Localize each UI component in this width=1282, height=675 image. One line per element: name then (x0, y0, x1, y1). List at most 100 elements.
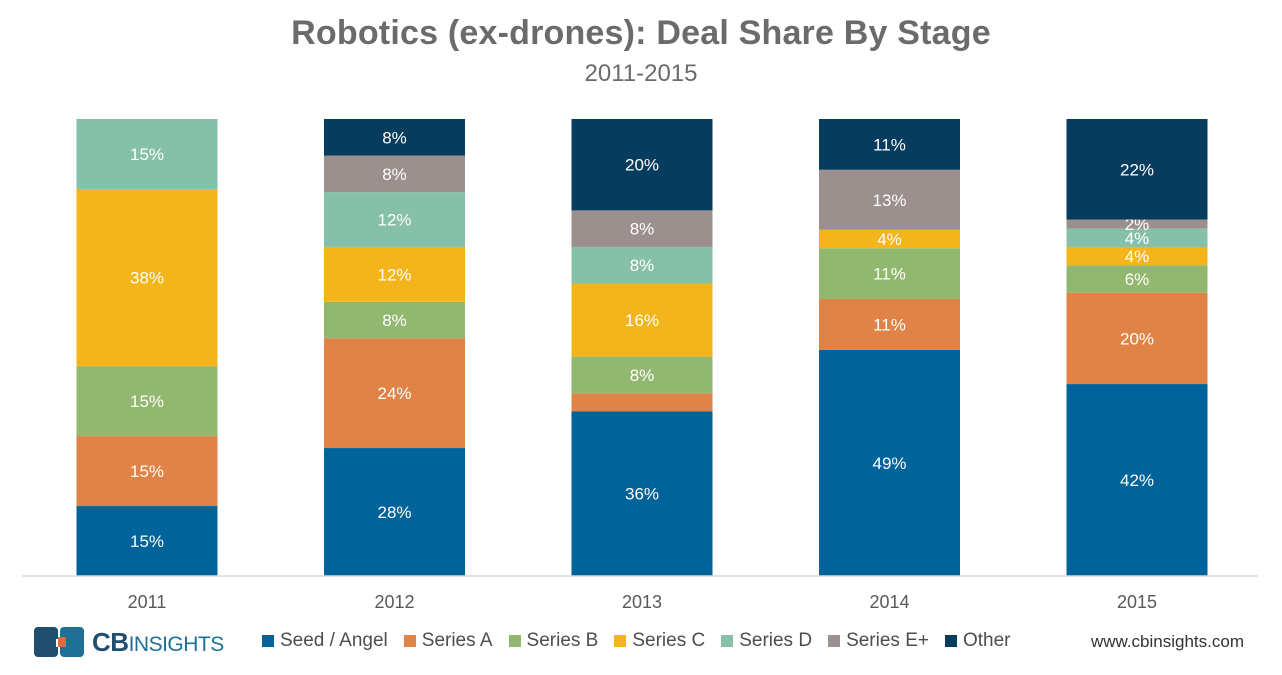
stacked-bar-chart: 15% 15% 15% 38% 15% 28% 24% 8% 12% 12% 8% 8% 36% 8% 16… (22, 119, 1258, 612)
data-label-2013-series-b: 8% (630, 366, 655, 385)
cb-insights-logo: CBINSIGHTS (34, 624, 224, 660)
bar-2014-series-a (819, 299, 960, 350)
data-label-2013-other: 20% (625, 156, 659, 175)
data-label-2012-series-e-: 8% (382, 165, 407, 184)
chart-title: Robotics (ex-drones): Deal Share By Stag… (291, 14, 991, 52)
legend-item-series-d: Series D (721, 630, 812, 652)
bar-2013-series-d (571, 246, 713, 284)
legend-swatch (944, 635, 957, 647)
data-label-2011-series-a: 15% (130, 462, 164, 481)
legend-swatch (828, 635, 841, 647)
x-tick-label-2011: 2011 (128, 592, 167, 612)
data-label-2012-series-c: 12% (377, 265, 411, 284)
bar-2012-series-a (324, 338, 465, 449)
legend-swatch (403, 635, 416, 647)
bar-2014-other (819, 119, 960, 170)
bar-2015-seed-angel (1066, 384, 1208, 576)
legend: Seed / Angel Series A Series B Series C Seri… (262, 630, 1027, 652)
legend-item-series-c: Series C (614, 630, 705, 652)
legend-swatch (262, 635, 274, 647)
bar-2014-series-c (819, 229, 960, 249)
bar-2012-seed-angel (324, 448, 465, 576)
legend-label: Series D (739, 630, 813, 651)
bar-2013-series-e- (571, 210, 713, 247)
bar-2014-series-e- (819, 169, 960, 230)
legend-item-seed-angel: Seed / Angel (262, 630, 388, 652)
bar-2013-series-a (571, 393, 713, 412)
data-label-2015-series-b: 6% (1125, 270, 1150, 289)
data-label-2012-seed-angel: 28% (377, 503, 411, 522)
data-label-2011-seed-angel: 15% (130, 532, 164, 551)
data-label-2015-other: 22% (1120, 160, 1154, 179)
bar-2011-series-c (76, 188, 218, 367)
bar-2015-other (1066, 119, 1208, 220)
x-tick-label-2012: 2012 (374, 592, 414, 612)
bar-2012-other (324, 119, 465, 156)
legend-label: Series E+ (846, 630, 929, 651)
data-label-2015-series-d: 4% (1125, 229, 1150, 248)
data-label-2011-series-d: 15% (130, 145, 164, 164)
data-label-2012-series-b: 8% (382, 311, 407, 330)
data-label-2015-seed-angel: 42% (1120, 471, 1154, 490)
bar-2012-series-b (324, 301, 465, 339)
logo-text-insights: INSIGHTS (128, 632, 225, 656)
legend-label: Series B (526, 630, 599, 651)
legend-swatch (614, 635, 627, 647)
bar-2011-seed-angel (76, 506, 218, 576)
legend-swatch (721, 635, 734, 647)
bar-2013-series-b (571, 356, 713, 394)
data-label-2014-series-e-: 13% (872, 191, 906, 210)
legend-label: Series C (632, 630, 706, 651)
legend-label: Seed / Angel (280, 630, 388, 651)
legend-label: Series A (421, 630, 493, 651)
data-label-2014-series-b: 11% (873, 265, 906, 284)
bar-2015-series-d (1066, 228, 1208, 247)
data-label-2011-series-b: 15% (130, 392, 164, 411)
bar-2015-series-a (1066, 292, 1208, 385)
x-tick-label-2014: 2014 (869, 592, 909, 612)
x-tick-label-2015: 2015 (1117, 592, 1157, 612)
data-label-2015-series-c: 4% (1125, 247, 1150, 266)
website-url: www.cbinsights.com (1090, 632, 1244, 651)
bar-2015-series-e- (1066, 219, 1208, 229)
bar-2014-series-b (819, 248, 960, 300)
x-axis-ticks: 2011 2012 2013 2014 2015 (128, 592, 1157, 612)
legend-swatch (508, 635, 521, 647)
legend-label: Other (962, 630, 1011, 651)
data-label-2012-other: 8% (382, 128, 407, 147)
cb-logo-mark-icon (34, 625, 86, 659)
bar-2012-series-e- (324, 155, 465, 193)
legend-item-series-a: Series A (403, 630, 493, 652)
logo-text-cb: CB (92, 626, 129, 657)
bar-2011-series-a (76, 436, 218, 507)
legend-item-series-b: Series B (508, 630, 599, 652)
data-label-2012-series-d: 12% (377, 211, 411, 230)
data-label-2013-series-d: 8% (630, 256, 655, 275)
data-label-2012-series-a: 24% (377, 384, 411, 403)
bars-layer: 15% 15% 15% 38% 15% 28% 24% 8% 12% 12% 8% 8% 36% 8% 16… (76, 119, 1208, 576)
legend-item-other: Other (944, 630, 1011, 652)
bar-2013-series-c (571, 283, 713, 357)
data-label-2014-seed-angel: 49% (872, 454, 906, 473)
data-label-2015-series-a: 20% (1120, 329, 1154, 348)
bar-2012-series-d (324, 192, 465, 247)
data-label-2014-series-c: 4% (877, 230, 902, 249)
x-tick-label-2013: 2013 (622, 592, 662, 612)
bar-2014-seed-angel (819, 349, 960, 576)
bar-2015-series-c (1066, 246, 1208, 266)
bar-2011-series-d (76, 119, 218, 189)
data-label-2013-seed-angel: 36% (625, 485, 659, 504)
chart-subtitle: 2011-2015 (584, 60, 698, 87)
data-label-2013-series-c: 16% (625, 311, 659, 330)
data-label-2014-series-a: 11% (873, 315, 906, 334)
bar-2011-series-b (76, 366, 218, 437)
data-label-2014-other: 11% (873, 135, 906, 154)
data-label-2013-series-e-: 8% (630, 220, 655, 239)
legend-item-series-e-: Series E+ (828, 630, 929, 652)
bar-2013-seed-angel (571, 411, 713, 576)
data-label-2015-series-e-: 2% (1125, 215, 1150, 234)
bar-2012-series-c (324, 246, 465, 302)
data-label-2011-series-c: 38% (130, 269, 164, 288)
bar-2013-other (571, 119, 713, 211)
